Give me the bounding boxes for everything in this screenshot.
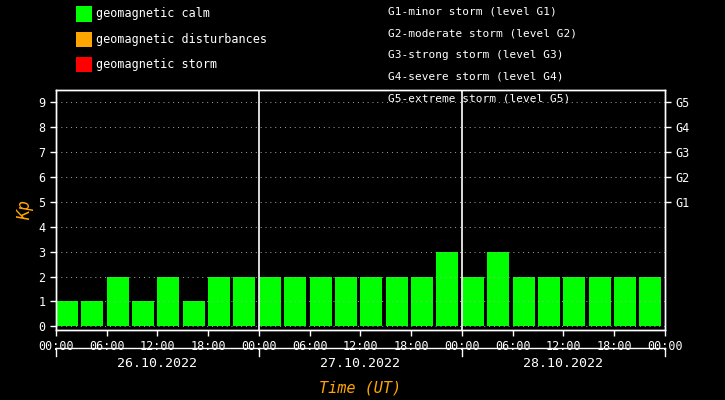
Bar	[157, 276, 179, 326]
Bar	[183, 301, 204, 326]
Text: G1-minor storm (level G1): G1-minor storm (level G1)	[388, 7, 557, 17]
Bar	[639, 276, 661, 326]
Text: G5-extreme storm (level G5): G5-extreme storm (level G5)	[388, 93, 570, 103]
Bar	[538, 276, 560, 326]
Bar	[513, 276, 534, 326]
Text: geomagnetic disturbances: geomagnetic disturbances	[96, 33, 268, 46]
Text: geomagnetic calm: geomagnetic calm	[96, 8, 210, 20]
Bar	[436, 252, 458, 326]
Bar	[107, 276, 128, 326]
Text: Time (UT): Time (UT)	[319, 380, 402, 395]
Text: G4-severe storm (level G4): G4-severe storm (level G4)	[388, 72, 563, 82]
Bar	[411, 276, 433, 326]
Bar	[335, 276, 357, 326]
Text: 27.10.2022: 27.10.2022	[320, 357, 400, 370]
Bar	[259, 276, 281, 326]
Bar	[360, 276, 382, 326]
Bar	[310, 276, 331, 326]
Bar	[208, 276, 230, 326]
Text: G2-moderate storm (level G2): G2-moderate storm (level G2)	[388, 29, 577, 39]
Bar	[614, 276, 636, 326]
Bar	[487, 252, 509, 326]
Bar	[233, 276, 255, 326]
Text: G3-strong storm (level G3): G3-strong storm (level G3)	[388, 50, 563, 60]
Y-axis label: Kp: Kp	[16, 200, 34, 220]
Bar	[81, 301, 103, 326]
Text: 26.10.2022: 26.10.2022	[117, 357, 197, 370]
Text: geomagnetic storm: geomagnetic storm	[96, 58, 218, 71]
Bar	[56, 301, 78, 326]
Bar	[563, 276, 585, 326]
Bar	[462, 276, 484, 326]
Text: 28.10.2022: 28.10.2022	[523, 357, 603, 370]
Bar	[132, 301, 154, 326]
Bar	[284, 276, 306, 326]
Bar	[386, 276, 407, 326]
Bar	[589, 276, 610, 326]
